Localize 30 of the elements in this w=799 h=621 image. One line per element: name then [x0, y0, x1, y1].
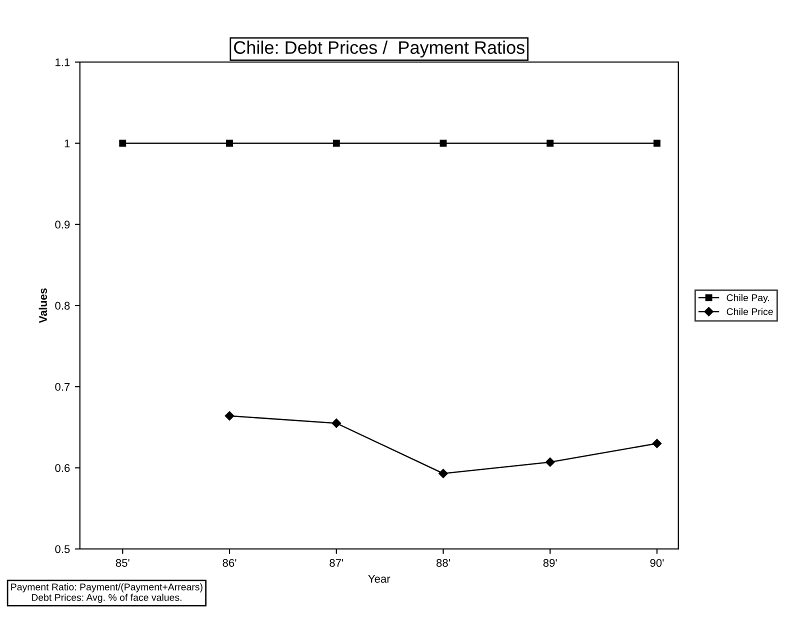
point — [652, 438, 662, 448]
point — [224, 411, 234, 421]
text: Payment Ratio: Payment/(Payment+Arrears) Debt Prices: Avg. % of face values. — [11, 583, 202, 603]
point — [546, 140, 554, 147]
point — [226, 140, 233, 147]
point — [654, 140, 660, 147]
point — [440, 140, 447, 147]
legend-label: Chile Pay. — [726, 294, 769, 304]
x-tick-label: 90' — [650, 558, 664, 567]
x-tick-label: 89' — [543, 558, 557, 567]
y-tick-label: 0.9 — [55, 220, 70, 229]
y-tick-label: 0.6 — [55, 464, 70, 472]
chart-title: Chile: Debt Prices / Payment Ratios — [234, 40, 524, 58]
x-tick-label: 85' — [116, 558, 130, 567]
y-tick-label: 0.5 — [55, 545, 70, 554]
y-tick-label: 1.1 — [56, 58, 70, 66]
x-tick-label: 87' — [330, 558, 344, 567]
y-tick-label: 0.8 — [55, 302, 70, 310]
point — [332, 418, 342, 428]
point — [332, 140, 340, 147]
y-tick-label: 1 — [64, 140, 70, 148]
point — [438, 468, 448, 478]
x-tick-label: 86' — [222, 558, 236, 567]
y-axis-title: Values — [38, 288, 47, 324]
point — [545, 458, 555, 467]
y-tick-label: 0.7 — [55, 382, 70, 391]
x-tick-label: 88' — [436, 558, 450, 567]
x-axis-title: Year — [368, 575, 390, 583]
legend-label: Chile Price — [726, 308, 773, 316]
point — [119, 140, 126, 147]
